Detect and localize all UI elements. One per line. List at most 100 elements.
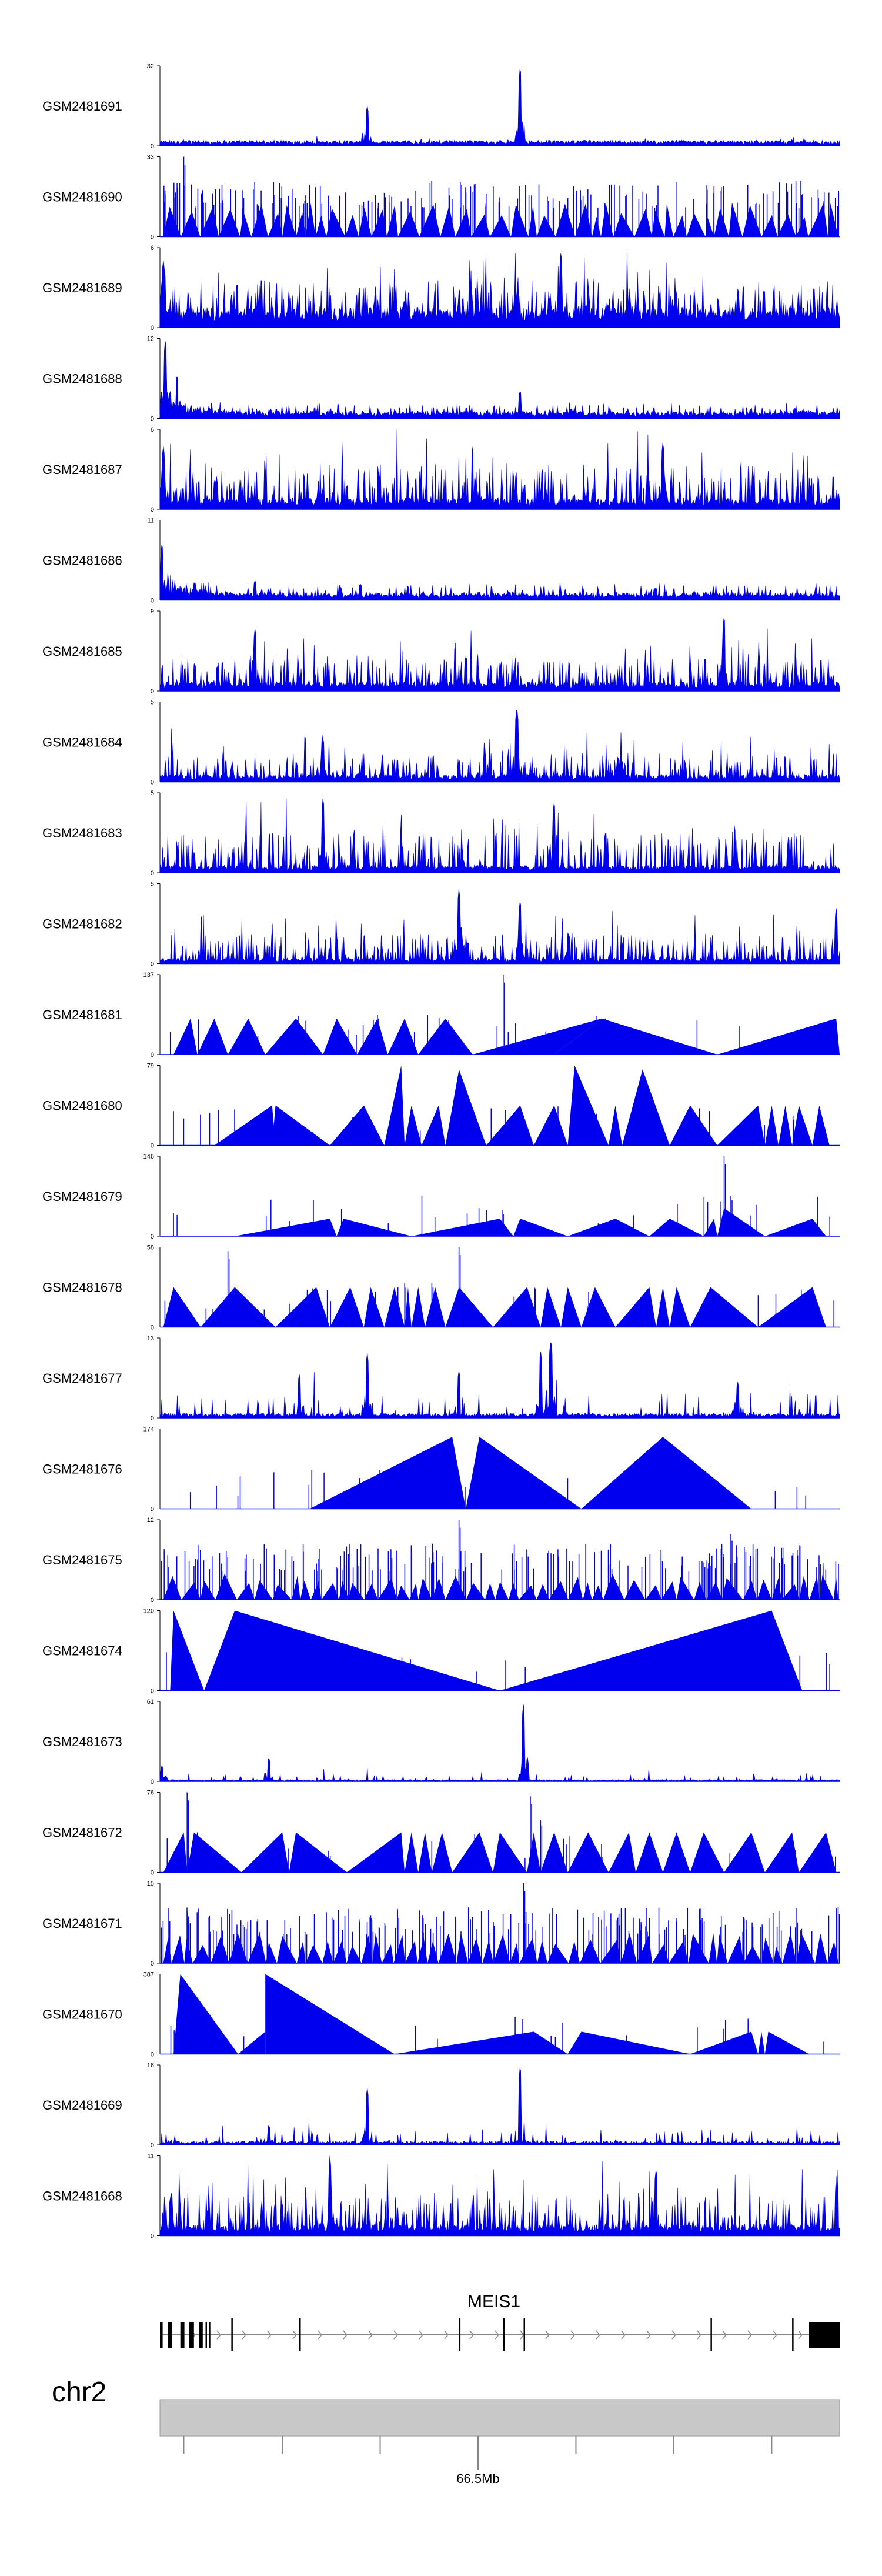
track-label: GSM2481678 bbox=[42, 1280, 122, 1295]
y-max-tick-label: 12 bbox=[147, 1517, 154, 1524]
track-GSM2481675: GSM2481675 12 0 bbox=[42, 1517, 840, 1604]
strand-arrow-icon bbox=[444, 2330, 449, 2340]
coverage-triangle bbox=[608, 1832, 636, 1873]
coverage-spikes bbox=[166, 1652, 830, 1691]
coverage-triangle bbox=[828, 203, 838, 237]
coverage-triangle bbox=[485, 1583, 496, 1600]
coverage-triangle bbox=[272, 1105, 330, 1146]
coverage-triangle bbox=[603, 1574, 624, 1600]
gene-exon bbox=[199, 2322, 203, 2348]
coverage-triangle bbox=[513, 1219, 568, 1236]
coverage-triangle bbox=[397, 211, 420, 237]
coverage-triangle bbox=[238, 2031, 266, 2054]
coverage-triangle bbox=[600, 203, 614, 237]
coverage-spikes bbox=[161, 1883, 840, 1963]
track-GSM2481691: GSM2481691 32 0 bbox=[42, 63, 840, 150]
coverage-triangle bbox=[575, 203, 592, 237]
coverage-triangle bbox=[358, 207, 372, 237]
coverage-triangle bbox=[452, 1832, 493, 1873]
coverage-triangle bbox=[540, 1287, 562, 1327]
coverage-area bbox=[159, 2155, 840, 2236]
track-GSM2481682: GSM2481682 5 0 bbox=[42, 881, 840, 968]
coverage-triangle bbox=[547, 1944, 569, 1963]
coverage-triangle bbox=[187, 1832, 242, 1873]
coverage-triangle bbox=[688, 1933, 709, 1963]
y-min-tick-label: 0 bbox=[151, 1052, 154, 1059]
coverage-triangle bbox=[291, 1576, 300, 1600]
y-max-tick-label: 13 bbox=[147, 1335, 154, 1342]
strand-arrow-icon bbox=[419, 2330, 423, 2340]
coverage-triangle bbox=[792, 1105, 813, 1146]
coverage-triangle bbox=[266, 1942, 277, 1963]
y-max-tick-label: 120 bbox=[143, 1608, 154, 1615]
coverage-triangle bbox=[393, 1934, 405, 1963]
coverage-triangle bbox=[583, 1582, 592, 1600]
coverage-triangle bbox=[673, 215, 687, 237]
coverage-triangle bbox=[466, 1437, 582, 1509]
strand-arrow-icon bbox=[267, 2330, 272, 2340]
coverage-triangle bbox=[717, 1934, 728, 1963]
gene-exon bbox=[459, 2318, 461, 2351]
y-min-tick-label: 0 bbox=[151, 1324, 154, 1332]
coverage-area bbox=[159, 1342, 840, 1419]
track-GSM2481683: GSM2481683 5 0 bbox=[42, 790, 840, 877]
coverage-triangle bbox=[636, 1832, 663, 1873]
strand-arrow-icon bbox=[343, 2330, 348, 2340]
y-max-tick-label: 5 bbox=[151, 790, 154, 797]
track-GSM2481676: GSM2481676 174 0 bbox=[42, 1426, 840, 1513]
coverage-triangle bbox=[703, 1219, 717, 1236]
coverage-area bbox=[159, 253, 840, 328]
coverage-triangle bbox=[819, 1574, 834, 1600]
coverage-triangle bbox=[163, 1937, 172, 1963]
coverage-triangle bbox=[171, 1935, 185, 1963]
y-max-tick-label: 5 bbox=[151, 881, 154, 888]
track-GSM2481688: GSM2481688 12 0 bbox=[42, 336, 840, 423]
coverage-triangle bbox=[326, 208, 345, 237]
gene-exon bbox=[180, 2322, 185, 2348]
coverage-area bbox=[159, 429, 840, 510]
track-label: GSM2481669 bbox=[42, 2098, 122, 2113]
coverage-triangle bbox=[228, 1018, 266, 1055]
track-label: GSM2481685 bbox=[42, 644, 122, 659]
y-min-tick-label: 0 bbox=[151, 1597, 154, 1604]
strand-arrow-icon bbox=[773, 2330, 777, 2340]
coverage-triangle bbox=[472, 1018, 602, 1055]
coverage-triangle bbox=[782, 1933, 797, 1963]
gene-strand-arrows bbox=[191, 2330, 803, 2340]
y-min-tick-label: 0 bbox=[151, 1233, 154, 1240]
track-GSM2481689: GSM2481689 6 0 bbox=[42, 245, 840, 332]
gene-track: MEIS1 bbox=[160, 2292, 840, 2351]
track-GSM2481672: GSM2481672 76 0 bbox=[42, 1790, 840, 1877]
y-min-tick-label: 0 bbox=[151, 1143, 154, 1150]
coverage-triangle bbox=[163, 206, 181, 237]
track-label: GSM2481675 bbox=[42, 1553, 122, 1567]
y-max-tick-label: 9 bbox=[151, 608, 154, 615]
y-max-tick-label: 6 bbox=[151, 245, 154, 252]
gene-exon bbox=[160, 2322, 163, 2348]
strand-arrow-icon bbox=[621, 2330, 626, 2340]
coverage-triangle bbox=[382, 1944, 394, 1963]
y-max-tick-label: 6 bbox=[151, 426, 154, 433]
coverage-triangle bbox=[781, 1584, 800, 1600]
coverage-triangle bbox=[764, 1832, 799, 1873]
coverage-triangle bbox=[200, 1580, 216, 1600]
coverage-spikes bbox=[189, 1469, 806, 1509]
gene-exon bbox=[189, 2322, 194, 2348]
y-max-tick-label: 5 bbox=[151, 699, 154, 706]
coverage-triangle bbox=[345, 215, 359, 237]
coverage-triangle bbox=[357, 1018, 388, 1055]
strand-arrow-icon bbox=[545, 2330, 550, 2340]
y-max-tick-label: 61 bbox=[147, 1699, 154, 1706]
coverage-triangle bbox=[567, 1065, 609, 1146]
coverage-triangle bbox=[296, 212, 306, 237]
y-max-tick-label: 16 bbox=[147, 2062, 154, 2069]
coverage-triangle bbox=[592, 216, 601, 237]
y-max-tick-label: 387 bbox=[143, 1971, 154, 1978]
track-label: GSM2481686 bbox=[42, 553, 122, 568]
coverage-spikes bbox=[173, 1106, 821, 1146]
track-GSM2481686: GSM2481686 11 0 bbox=[42, 518, 840, 605]
coverage-triangle bbox=[608, 1105, 623, 1146]
coverage-triangle bbox=[418, 1577, 432, 1600]
y-max-tick-label: 32 bbox=[147, 63, 154, 70]
gene-exon bbox=[503, 2318, 505, 2351]
